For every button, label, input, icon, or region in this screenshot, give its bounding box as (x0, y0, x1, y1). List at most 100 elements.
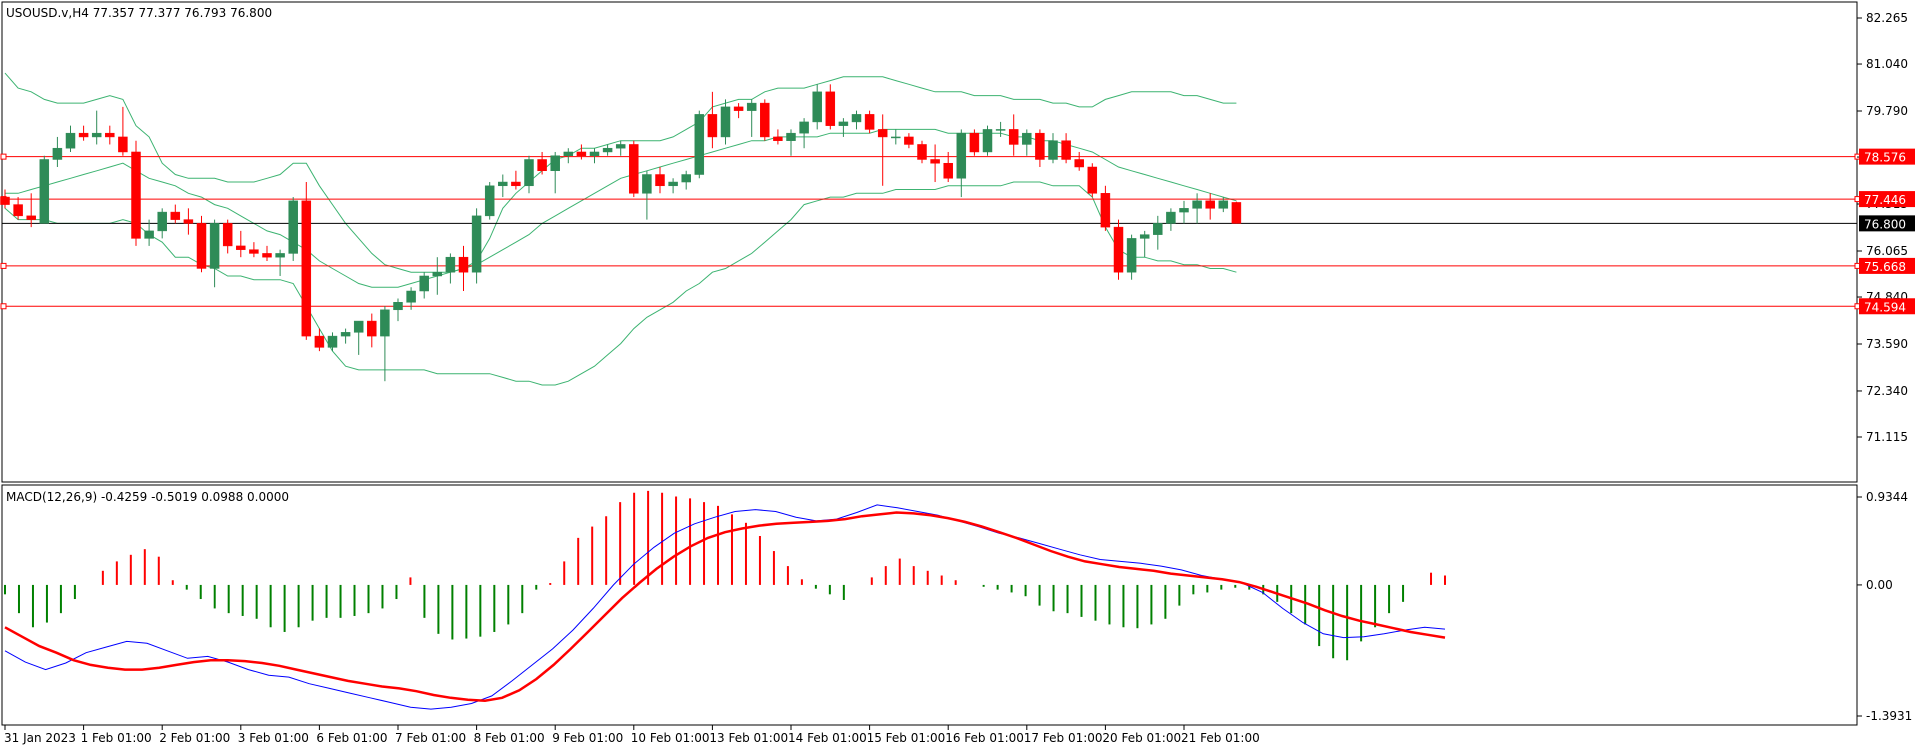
axes: 82.26581.04079.79078.56577.31576.06574.8… (4, 11, 1915, 745)
candle-body-67 (877, 129, 888, 138)
candle-body-44 (576, 151, 587, 156)
candle-body-28 (367, 320, 377, 337)
candle-body-68 (891, 136, 901, 139)
candle-body-14 (183, 219, 194, 224)
candle-body-32 (419, 275, 429, 292)
candle-body-62 (812, 91, 822, 123)
main-plot-bg (1, 1, 1858, 483)
time-tick-label-14: 20 Feb 01:00 (1102, 731, 1181, 745)
macd-signal-line (4, 511, 1446, 702)
macd-plot-bg (1, 484, 1858, 726)
macd-label: MACD(12,26,9) -0.4259 -0.5019 0.0988 0.0… (6, 490, 289, 504)
price-tick-label-9: 71.115 (1866, 430, 1908, 444)
candle-body-54 (707, 114, 718, 138)
time-tick-label-12: 16 Feb 01:00 (945, 731, 1024, 745)
candle-body-83 (1087, 166, 1098, 194)
candle-body-2 (26, 215, 36, 220)
candle-body-10 (131, 151, 141, 239)
candle-body-93 (1218, 200, 1229, 209)
time-tick-label-15: 21 Feb 01:00 (1181, 731, 1260, 745)
time-tick-label-10: 14 Feb 01:00 (788, 731, 867, 745)
candle-body-90 (1179, 208, 1189, 213)
candle-body-49 (642, 174, 652, 194)
candle-body-0 (0, 196, 10, 205)
macd-indicator (4, 490, 1446, 710)
candle-body-86 (1126, 238, 1137, 273)
candle-body-27 (353, 320, 364, 333)
candle-body-60 (786, 132, 796, 141)
candle-body-42 (550, 155, 560, 172)
time-tick-label-13: 17 Feb 01:00 (1024, 731, 1103, 745)
candle-body-34 (445, 256, 456, 273)
candle-body-94 (1231, 202, 1242, 224)
level-price-tag-1 (1859, 191, 1915, 208)
level-price-tag-2 (1859, 257, 1915, 274)
candle-body-46 (602, 147, 613, 153)
candle-body-58 (760, 102, 770, 138)
candle-body-22 (288, 200, 298, 254)
candle-body-39 (511, 181, 521, 187)
candle-body-43 (563, 151, 574, 156)
candle-body-72 (943, 162, 953, 179)
candle-body-8 (105, 132, 115, 138)
level-handle-left-2 (0, 262, 7, 269)
macd-tick-label-2: -1.3931 (1866, 709, 1912, 723)
candle-body-13 (170, 211, 181, 220)
candle-body-78 (1022, 132, 1032, 145)
price-tick-label-0: 82.265 (1866, 11, 1908, 25)
candle-body-91 (1192, 200, 1202, 209)
candle-body-31 (406, 290, 416, 303)
candle-body-50 (655, 174, 665, 187)
level-handle-left-3 (0, 303, 7, 310)
candle-body-76 (995, 129, 1006, 131)
price-tick-label-1: 81.040 (1866, 57, 1908, 71)
macd-tick-label-0: 0.9344 (1866, 490, 1908, 504)
price-tick-label-8: 72.340 (1866, 384, 1908, 398)
candle-body-45 (589, 151, 600, 156)
level-price-label-2: 75.668 (1864, 260, 1906, 274)
candle-body-30 (393, 302, 403, 311)
candle-body-85 (1113, 226, 1124, 273)
candle-body-19 (249, 249, 259, 254)
candle-body-84 (1100, 193, 1111, 228)
candle-body-35 (458, 256, 469, 273)
candle-body-87 (1139, 234, 1150, 239)
candle-body-21 (275, 253, 285, 258)
candle-body-36 (471, 215, 482, 273)
candle-body-52 (681, 174, 691, 183)
candle-body-40 (524, 159, 534, 187)
candle-body-1 (13, 204, 23, 217)
candle-body-70 (917, 144, 927, 160)
time-tick-label-6: 8 Feb 01:00 (474, 731, 545, 745)
time-tick-label-5: 7 Feb 01:00 (395, 731, 466, 745)
candle-body-79 (1035, 132, 1045, 160)
time-tick-label-2: 2 Feb 01:00 (159, 731, 230, 745)
price-tick-label-5: 76.065 (1866, 244, 1908, 258)
time-tick-label-4: 6 Feb 01:00 (316, 731, 387, 745)
candle-body-81 (1061, 140, 1071, 160)
candle-body-6 (78, 132, 89, 138)
candle-body-18 (236, 245, 246, 250)
candle-body-12 (157, 211, 167, 232)
candle-body-63 (825, 91, 836, 126)
candle-body-89 (1166, 211, 1176, 224)
candle-body-64 (838, 121, 849, 126)
current-price-tag (1859, 215, 1915, 232)
level-price-tag-0 (1859, 148, 1915, 165)
candle-body-7 (91, 132, 102, 138)
time-tick-label-11: 15 Feb 01:00 (867, 731, 946, 745)
candle-body-11 (144, 230, 154, 239)
candle-body-29 (380, 309, 390, 337)
candle-body-65 (851, 114, 862, 123)
horizontal-levels (0, 153, 1861, 310)
macd-main-line (4, 504, 1446, 710)
time-tick-label-0: 31 Jan 2023 (4, 731, 76, 745)
candle-body-33 (432, 271, 443, 277)
candle-body-75 (982, 129, 993, 153)
candle-body-38 (498, 181, 508, 187)
level-price-label-3: 74.594 (1864, 300, 1906, 314)
candle-body-77 (1008, 129, 1019, 145)
candle-body-74 (969, 132, 980, 153)
candle-body-5 (65, 132, 76, 149)
